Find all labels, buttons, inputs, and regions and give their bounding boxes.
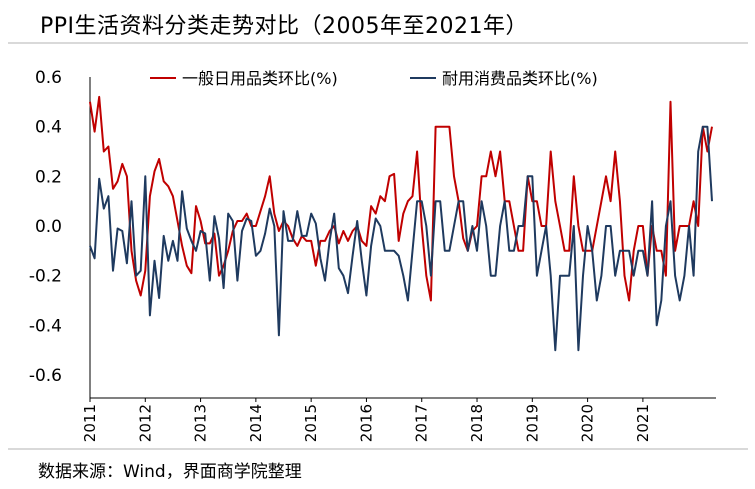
y-tick-label: 0.0 <box>35 217 62 237</box>
chart-area: 0.6 0.4 0.2 0.0 -0.2 -0.4 -0.6 2011 2012 2013 201… <box>0 44 755 449</box>
title-bar: PPI生活资料分类走势对比（2005年至2021年） <box>0 0 755 42</box>
y-ticks: 0.6 0.4 0.2 0.0 -0.2 -0.4 -0.6 <box>29 68 62 386</box>
x-tick-label: 2017 <box>413 404 431 442</box>
x-ticks: 2011 2012 2013 2014 2015 2016 2017 2018 2019 2020… <box>81 398 652 442</box>
footer-divider <box>8 448 748 450</box>
source-note: 数据来源：Wind，界面商学院整理 <box>38 462 302 482</box>
legend-label: 一般日用品类环比(%) <box>182 69 338 88</box>
x-tick-label: 2014 <box>247 404 265 442</box>
y-tick-label: 0.4 <box>35 118 62 138</box>
x-tick-label: 2016 <box>357 404 375 442</box>
chart-title: PPI生活资料分类走势对比（2005年至2021年） <box>40 14 528 39</box>
y-tick-label: -0.4 <box>29 316 62 336</box>
x-tick-label: 2012 <box>136 404 154 442</box>
legend-label: 耐用消费品类环比(%) <box>442 69 598 88</box>
x-tick-label: 2020 <box>579 404 597 442</box>
series-group <box>89 95 713 352</box>
title-divider <box>8 42 748 44</box>
x-tick-label: 2015 <box>302 404 320 442</box>
x-tick-label: 2021 <box>634 404 652 442</box>
x-tick-label: 2019 <box>523 404 541 442</box>
y-tick-label: -0.2 <box>29 267 62 287</box>
x-tick-label: 2013 <box>192 404 210 442</box>
series-line-durable-goods <box>89 125 713 352</box>
line-chart: 0.60.40.20.0-0.2-0.4-0.6 2011 2012 2013 201… <box>29 68 716 442</box>
series-line-daily-goods <box>89 95 713 302</box>
y-tick-label: 0.2 <box>35 167 62 187</box>
y-tick-label: -0.6 <box>29 366 62 386</box>
legend: 一般日用品类环比(%) 耐用消费品类环比(%) <box>150 69 598 88</box>
x-tick-label: 2011 <box>81 404 99 442</box>
x-tick-label: 2018 <box>468 404 486 442</box>
y-tick-label: 0.6 <box>35 68 62 88</box>
